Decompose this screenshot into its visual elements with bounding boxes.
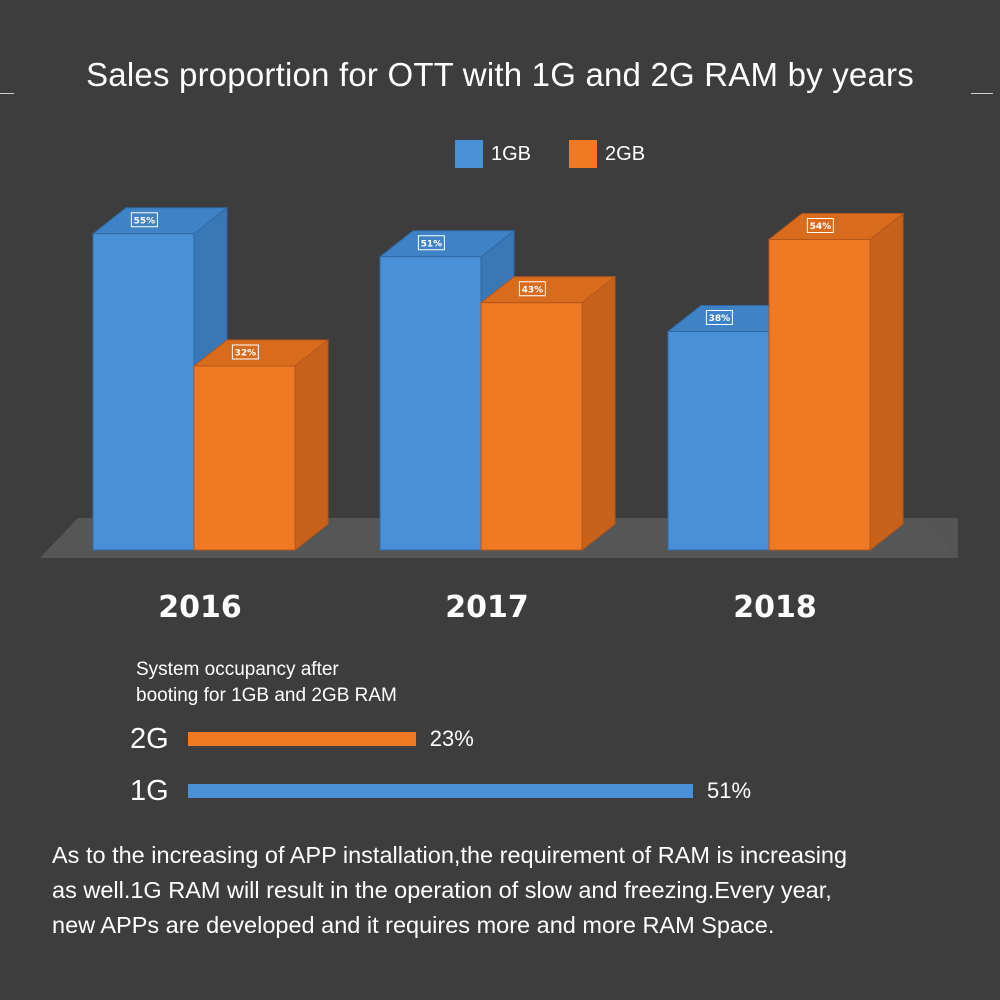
occupancy-row-1g: 1G 51% [0,771,1000,811]
bar-label-box-2017-1gb [417,235,445,251]
legend-swatch-1gb [455,140,483,168]
bar-label-2018-1gb: 38% [709,314,731,324]
bar-label-box-2016-2gb [231,344,259,360]
x-tick-label-2016: 2016 [158,590,242,625]
legend: 1GB 2GB [455,140,683,168]
occupancy-bar-1g [188,784,693,798]
bar-chart: 55% 32% 2016 51% 43% 2017 38% 54% 2018 [40,206,958,625]
occupancy-caption-line2: booting for 1GB and 2GB RAM [136,685,397,706]
bar-label-box-2016-1gb [130,212,158,228]
occupancy-caption-line1: System occupancy after [136,659,339,680]
bar-2017-1gb [379,256,482,551]
title-rule-left [0,93,14,94]
legend-swatch-2gb [569,140,598,168]
bar-side-2017-2gb [581,275,616,552]
legend-item-1gb: 1GB [455,140,531,168]
occupancy-label-2g: 2G [130,723,169,755]
occupancy-label-1g: 1G [130,775,169,807]
legend-label-1gb: 1GB [491,142,532,165]
bar-2016-2gb [193,365,296,551]
occupancy-value-1g: 51% [707,778,752,803]
occupancy-bar-2g [188,732,416,746]
bar-2018-1gb [667,331,770,551]
bar-label-2018-2gb: 54% [810,222,832,232]
x-tick-label-2017: 2017 [445,590,529,625]
description-paragraph: As to the increasing of APP installation… [52,838,972,943]
bar-label-2016-2gb: 32% [235,349,257,359]
bar-label-box-2018-2gb [806,218,834,233]
bar-side-2018-2gb [869,212,904,552]
occupancy-caption: System occupancy after booting for 1GB a… [136,657,397,709]
legend-label-2gb: 2GB [605,142,646,165]
bar-2016-1gb [92,233,195,551]
title-rule-right [971,93,993,94]
legend-item-2gb: 2GB [569,140,645,168]
bar-2018-2gb [768,239,871,551]
description-line-2: as well.1G RAM will result in the operat… [52,877,832,903]
chart-title: Sales proportion for OTT with 1G and 2G … [86,56,914,93]
description-line-3: new APPs are developed and it requires m… [52,912,775,938]
bar-label-2017-1gb: 51% [421,239,443,249]
bar-label-2017-2gb: 43% [522,285,544,295]
description-line-1: As to the increasing of APP installation… [52,842,848,868]
bar-2017-2gb [480,302,583,551]
bar-label-2016-1gb: 55% [134,216,156,226]
bar-side-2016-2gb [294,338,329,552]
bar-label-box-2017-2gb [518,281,546,297]
occupancy-row-2g: 2G 23% [0,719,1000,759]
bar-label-box-2018-1gb [705,310,733,325]
occupancy-value-2g: 23% [429,726,474,751]
x-tick-label-2018: 2018 [733,590,817,625]
